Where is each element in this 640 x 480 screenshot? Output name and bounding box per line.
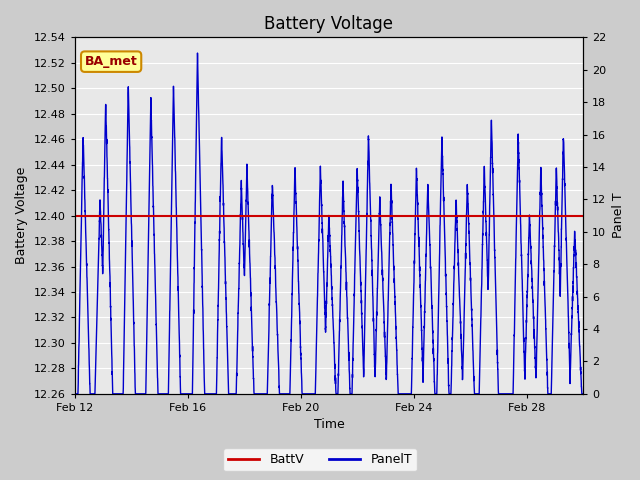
Y-axis label: Panel T: Panel T <box>612 193 625 239</box>
Legend: BattV, PanelT: BattV, PanelT <box>223 448 417 471</box>
X-axis label: Time: Time <box>314 419 344 432</box>
Text: BA_met: BA_met <box>84 55 138 68</box>
Title: Battery Voltage: Battery Voltage <box>264 15 394 33</box>
Y-axis label: Battery Voltage: Battery Voltage <box>15 167 28 264</box>
